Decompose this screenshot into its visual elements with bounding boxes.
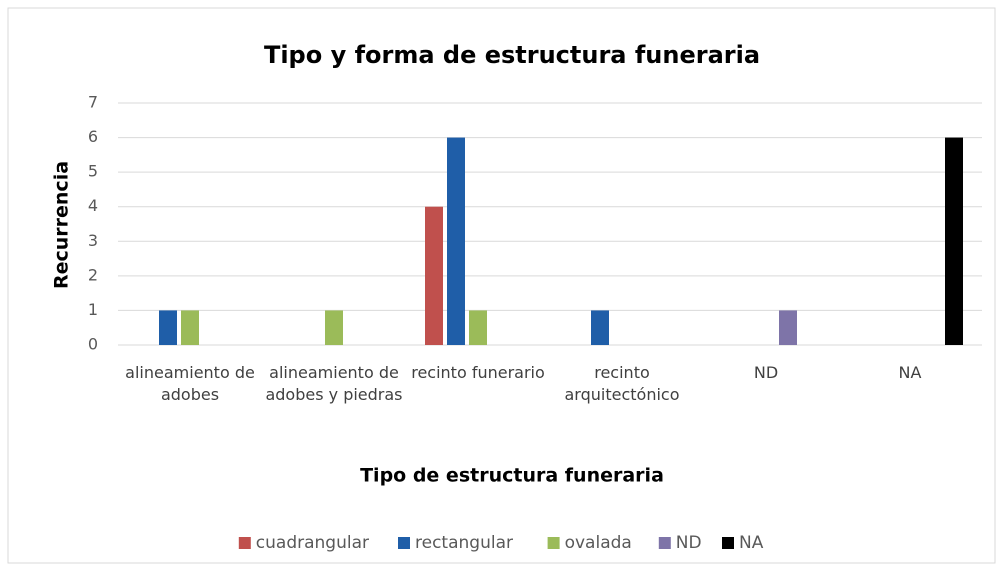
y-tick-label: 6 <box>88 127 98 146</box>
legend-label: ND <box>676 533 702 553</box>
legend-label: NA <box>739 533 764 553</box>
bar <box>447 137 465 345</box>
bar <box>181 310 199 345</box>
chart-border <box>7 7 996 564</box>
legend-swatch <box>722 537 734 549</box>
y-tick-label: 7 <box>88 93 98 112</box>
legend-swatch <box>238 537 251 549</box>
bar <box>945 137 963 345</box>
x-tick-label: recinto arquitectónico <box>564 363 680 404</box>
bar <box>591 310 609 345</box>
legend-label: cuadrangular <box>256 533 369 553</box>
legend-swatch <box>398 537 410 549</box>
x-tick-label: alineamiento de adobes <box>125 363 255 404</box>
chart-title: Tipo y forma de estructura funeraria <box>264 41 760 69</box>
bar <box>425 206 443 345</box>
legend-label: rectangular <box>415 533 513 553</box>
bar <box>469 310 487 345</box>
y-tick-label: 5 <box>88 162 98 181</box>
bar <box>325 310 343 345</box>
x-tick-label: recinto funerario <box>411 363 545 382</box>
legend-swatch <box>658 537 671 549</box>
y-tick-label: 0 <box>88 335 98 354</box>
bar <box>159 310 177 345</box>
bar <box>779 310 797 345</box>
legend-swatch <box>547 537 560 549</box>
x-tick-label: ND <box>753 363 779 382</box>
y-tick-label: 1 <box>88 300 98 319</box>
x-tick-label: alineamiento de adobes y piedras <box>265 363 403 404</box>
legend-label: ovalada <box>565 533 632 553</box>
y-tick-label: 3 <box>88 231 98 250</box>
x-tick-label: NA <box>898 363 922 382</box>
x-axis-label: Tipo de estructura funeraria <box>360 465 664 487</box>
y-axis-label: Recurrencia <box>51 161 73 289</box>
y-tick-label: 4 <box>88 196 98 215</box>
y-tick-label: 2 <box>88 265 98 284</box>
